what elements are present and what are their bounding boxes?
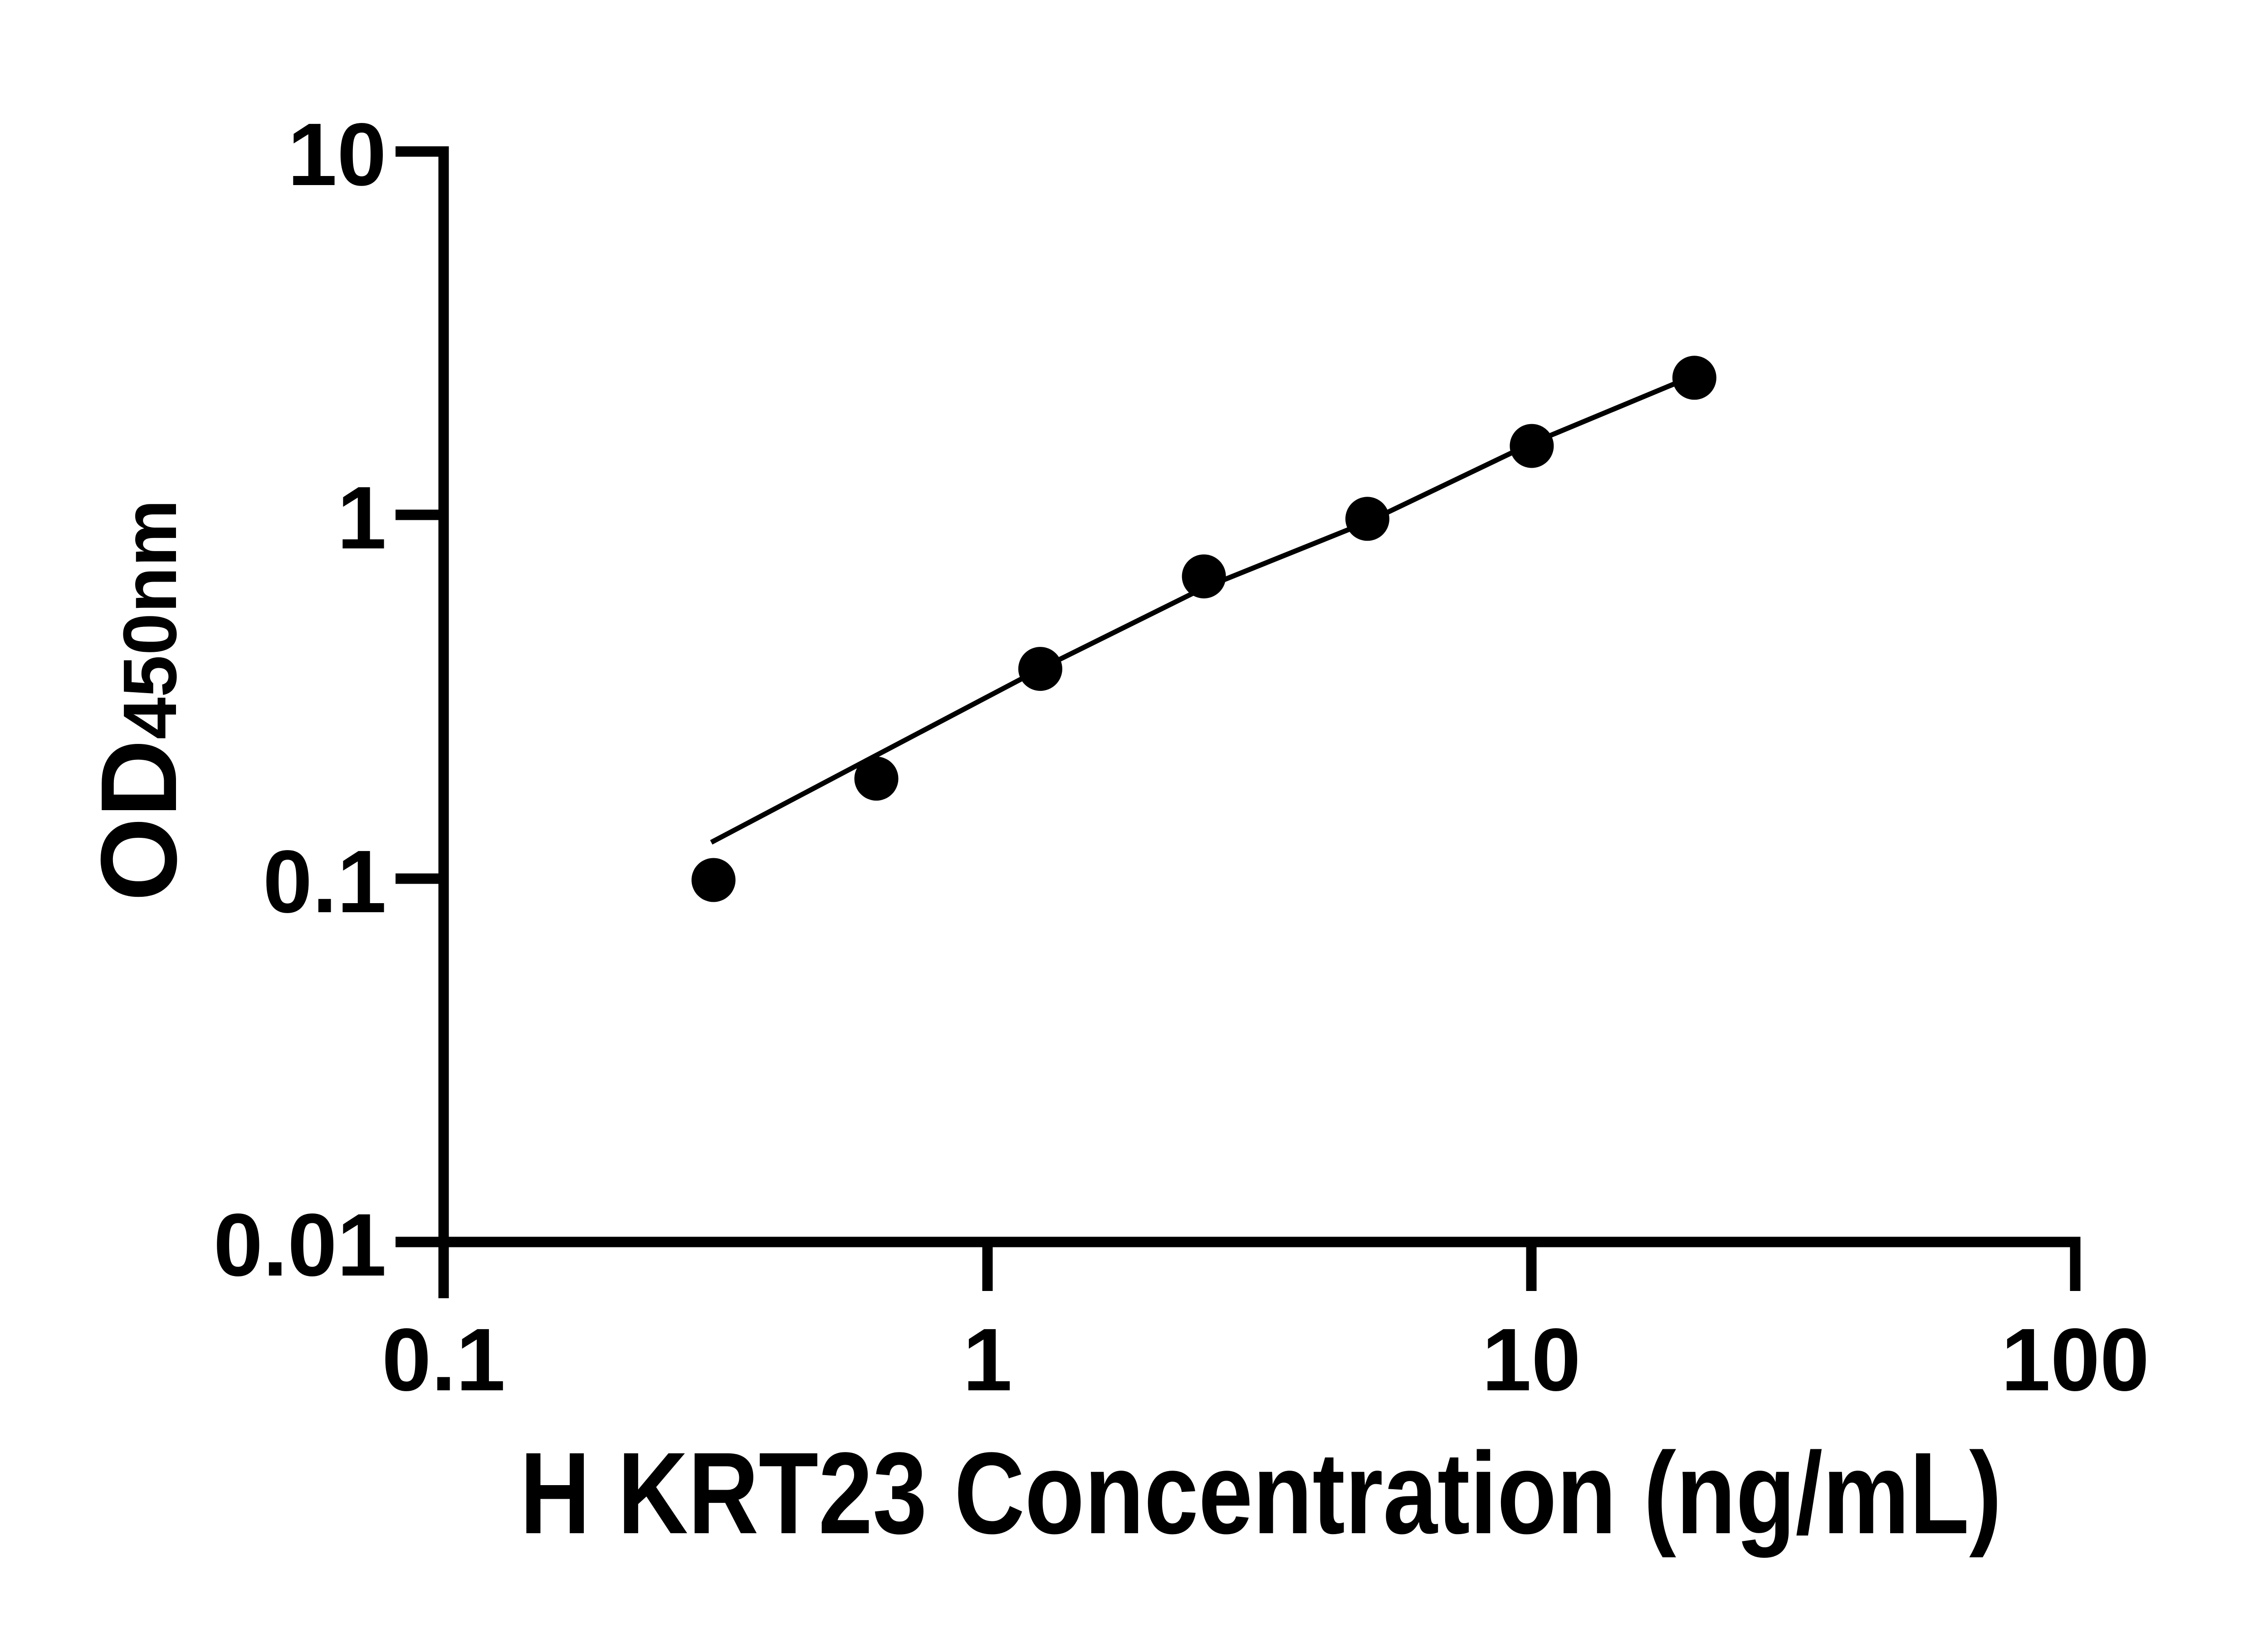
svg-text:10: 10: [1482, 1310, 1581, 1409]
svg-text:OD450nm: OD450nm: [79, 499, 199, 901]
svg-text:1: 1: [337, 468, 386, 567]
svg-text:0.01: 0.01: [214, 1195, 386, 1295]
svg-text:0.1: 0.1: [263, 832, 386, 931]
svg-text:1: 1: [963, 1310, 1012, 1409]
svg-text:10: 10: [288, 105, 386, 204]
svg-text:H KRT23 Concentration (ng/mL): H KRT23 Concentration (ng/mL): [520, 1428, 2002, 1558]
svg-text:0.1: 0.1: [382, 1310, 505, 1409]
svg-text:100: 100: [2001, 1310, 2149, 1409]
